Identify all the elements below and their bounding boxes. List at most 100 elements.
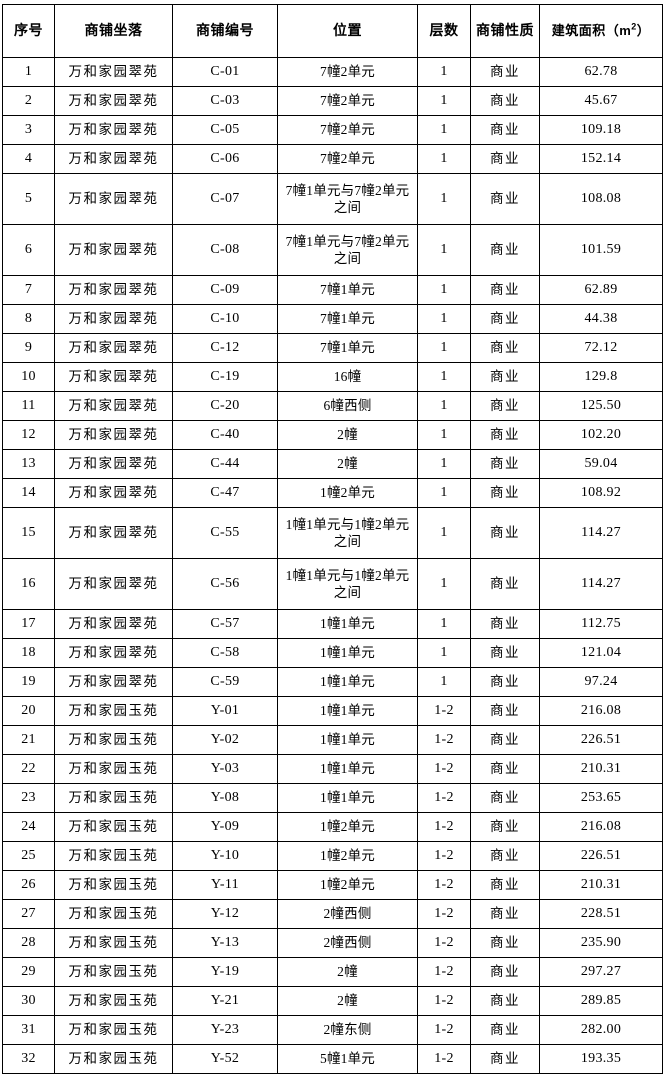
cell-code: Y-09 xyxy=(172,812,278,842)
cell-location: 万和家园玉苑 xyxy=(54,841,173,871)
cell-area: 72.12 xyxy=(539,333,663,363)
cell-position: 7幢2单元 xyxy=(277,57,418,87)
cell-code: C-19 xyxy=(172,362,278,392)
cell-location: 万和家园玉苑 xyxy=(54,725,173,755)
cell-nature: 商业 xyxy=(470,57,540,87)
cell-area: 129.8 xyxy=(539,362,663,392)
cell-code: Y-52 xyxy=(172,1044,278,1074)
cell-nature: 商业 xyxy=(470,928,540,958)
cell-floors: 1 xyxy=(417,420,471,450)
table-row: 28 万和家园玉苑 Y-13 2幢西侧 1-2 商业 235.90 xyxy=(2,928,663,958)
area-unit: m xyxy=(619,23,632,39)
cell-position: 16幢 xyxy=(277,362,418,392)
cell-area: 297.27 xyxy=(539,957,663,987)
table-row: 15 万和家园翠苑 C-55 1幢1单元与1幢2单元之间 1 商业 114.27 xyxy=(2,507,663,559)
cell-floors: 1 xyxy=(417,86,471,116)
document-sheet: 序号 商铺坐落 商铺编号 位置 层数 商铺性质 建筑面积（m2） 1 万和家园翠苑… xyxy=(2,4,663,1074)
cell-area: 216.08 xyxy=(539,812,663,842)
cell-floors: 1 xyxy=(417,173,471,225)
cell-code: Y-02 xyxy=(172,725,278,755)
cell-floors: 1 xyxy=(417,449,471,479)
cell-floors: 1-2 xyxy=(417,841,471,871)
table-row: 31 万和家园玉苑 Y-23 2幢东侧 1-2 商业 282.00 xyxy=(2,1015,663,1045)
cell-floors: 1 xyxy=(417,558,471,610)
cell-nature: 商业 xyxy=(470,86,540,116)
cell-location: 万和家园翠苑 xyxy=(54,333,173,363)
cell-floors: 1-2 xyxy=(417,783,471,813)
table-row: 3 万和家园翠苑 C-05 7幢2单元 1 商业 109.18 xyxy=(2,115,663,145)
cell-location: 万和家园玉苑 xyxy=(54,696,173,726)
table-row: 30 万和家园玉苑 Y-21 2幢 1-2 商业 289.85 xyxy=(2,986,663,1016)
cell-floors: 1-2 xyxy=(417,754,471,784)
cell-seq: 19 xyxy=(2,667,55,697)
cell-area: 108.92 xyxy=(539,478,663,508)
cell-area: 226.51 xyxy=(539,725,663,755)
cell-seq: 28 xyxy=(2,928,55,958)
cell-code: Y-19 xyxy=(172,957,278,987)
cell-code: C-06 xyxy=(172,144,278,174)
cell-location: 万和家园翠苑 xyxy=(54,507,173,559)
column-header-nature: 商铺性质 xyxy=(470,4,540,58)
cell-location: 万和家园翠苑 xyxy=(54,449,173,479)
cell-seq: 26 xyxy=(2,870,55,900)
cell-area: 226.51 xyxy=(539,841,663,871)
cell-nature: 商业 xyxy=(470,478,540,508)
cell-area: 228.51 xyxy=(539,899,663,929)
cell-location: 万和家园翠苑 xyxy=(54,362,173,392)
cell-area: 97.24 xyxy=(539,667,663,697)
cell-position: 2幢西侧 xyxy=(277,899,418,929)
table-header: 序号 商铺坐落 商铺编号 位置 层数 商铺性质 建筑面积（m2） xyxy=(2,4,663,58)
cell-code: Y-21 xyxy=(172,986,278,1016)
cell-code: Y-03 xyxy=(172,754,278,784)
table-row: 5 万和家园翠苑 C-07 7幢1单元与7幢2单元之间 1 商业 108.08 xyxy=(2,173,663,225)
cell-position: 7幢1单元 xyxy=(277,304,418,334)
cell-position: 2幢西侧 xyxy=(277,928,418,958)
cell-nature: 商业 xyxy=(470,667,540,697)
cell-nature: 商业 xyxy=(470,275,540,305)
cell-nature: 商业 xyxy=(470,783,540,813)
cell-seq: 30 xyxy=(2,986,55,1016)
cell-area: 125.50 xyxy=(539,391,663,421)
cell-area: 62.89 xyxy=(539,275,663,305)
table-row: 17 万和家园翠苑 C-57 1幢1单元 1 商业 112.75 xyxy=(2,609,663,639)
cell-seq: 17 xyxy=(2,609,55,639)
cell-floors: 1 xyxy=(417,478,471,508)
cell-seq: 2 xyxy=(2,86,55,116)
cell-code: Y-01 xyxy=(172,696,278,726)
cell-nature: 商业 xyxy=(470,957,540,987)
cell-area: 62.78 xyxy=(539,57,663,87)
cell-position: 1幢1单元与1幢2单元之间 xyxy=(277,558,418,610)
table-row: 23 万和家园玉苑 Y-08 1幢1单元 1-2 商业 253.65 xyxy=(2,783,663,813)
cell-position: 1幢1单元 xyxy=(277,667,418,697)
column-header-floors: 层数 xyxy=(417,4,471,58)
area-label-suffix: ） xyxy=(636,23,651,39)
table-row: 16 万和家园翠苑 C-56 1幢1单元与1幢2单元之间 1 商业 114.27 xyxy=(2,558,663,610)
cell-seq: 18 xyxy=(2,638,55,668)
cell-location: 万和家园翠苑 xyxy=(54,391,173,421)
cell-position: 1幢1单元 xyxy=(277,783,418,813)
table-row: 24 万和家园玉苑 Y-09 1幢2单元 1-2 商业 216.08 xyxy=(2,812,663,842)
cell-code: Y-11 xyxy=(172,870,278,900)
cell-location: 万和家园翠苑 xyxy=(54,638,173,668)
column-header-location: 商铺坐落 xyxy=(54,4,173,58)
cell-floors: 1-2 xyxy=(417,928,471,958)
cell-position: 1幢1单元 xyxy=(277,754,418,784)
cell-code: C-03 xyxy=(172,86,278,116)
cell-position: 1幢1单元与1幢2单元之间 xyxy=(277,507,418,559)
cell-position: 1幢2单元 xyxy=(277,812,418,842)
cell-code: C-05 xyxy=(172,115,278,145)
cell-nature: 商业 xyxy=(470,115,540,145)
table-row: 7 万和家园翠苑 C-09 7幢1单元 1 商业 62.89 xyxy=(2,275,663,305)
cell-code: C-07 xyxy=(172,173,278,225)
cell-seq: 24 xyxy=(2,812,55,842)
cell-location: 万和家园玉苑 xyxy=(54,986,173,1016)
cell-area: 193.35 xyxy=(539,1044,663,1074)
table-row: 13 万和家园翠苑 C-44 2幢 1 商业 59.04 xyxy=(2,449,663,479)
cell-location: 万和家园玉苑 xyxy=(54,1015,173,1045)
cell-area: 102.20 xyxy=(539,420,663,450)
cell-floors: 1-2 xyxy=(417,696,471,726)
cell-nature: 商业 xyxy=(470,986,540,1016)
column-header-seq: 序号 xyxy=(2,4,55,58)
table-row: 2 万和家园翠苑 C-03 7幢2单元 1 商业 45.67 xyxy=(2,86,663,116)
cell-position: 7幢1单元与7幢2单元之间 xyxy=(277,173,418,225)
